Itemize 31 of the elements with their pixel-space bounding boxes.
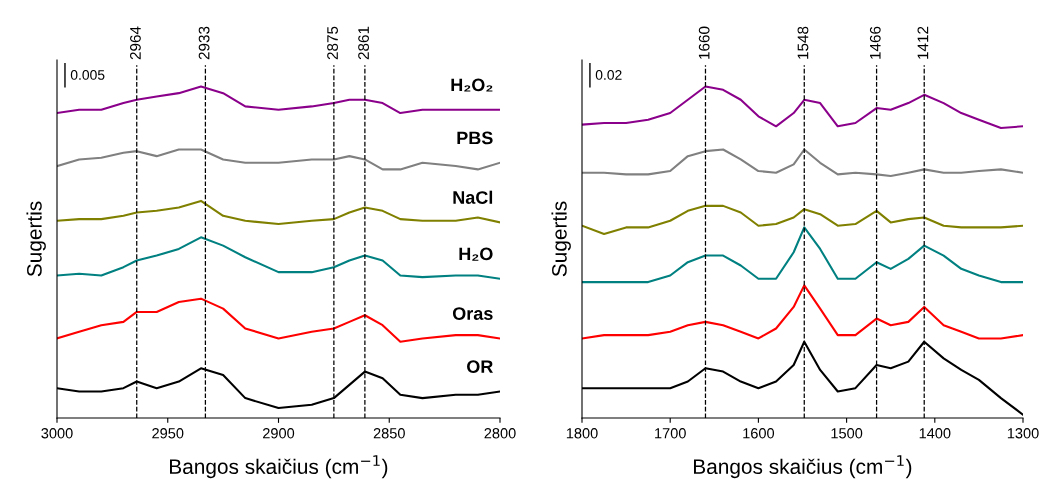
series-label: NaCl [453, 190, 493, 204]
ref-line-label: 2861 [358, 26, 369, 60]
y-axis-title: Sugertis [26, 201, 46, 277]
x-tick-label: 1800 [566, 428, 598, 439]
series-label: H₂O₂ [451, 78, 493, 92]
x-tick-label: 1400 [919, 428, 951, 439]
text: 0.005 [70, 70, 105, 80]
x-tick-label: 2850 [373, 428, 405, 439]
x-tick-label: 2900 [263, 428, 295, 439]
ref-line-label: 2933 [198, 26, 210, 60]
text: 0.02 [595, 70, 622, 80]
ref-line-label: 1660 [698, 26, 710, 59]
series-label: Oras [452, 307, 493, 320]
x-tick-label: 2950 [152, 428, 184, 439]
series-label: H₂O [459, 247, 493, 261]
series-label: OR [467, 360, 493, 373]
x-tick-label: 1300 [1007, 428, 1039, 439]
ref-line-label: 1548 [797, 26, 809, 59]
x-tick-label: 2800 [484, 428, 516, 439]
x-axis-title: Bangos skaičius (cm$^{−1}$) [694, 455, 912, 479]
x-tick-label: 1700 [655, 428, 686, 439]
series-label: PBS [457, 131, 493, 145]
ref-line-label: 1412 [917, 26, 929, 59]
x-axis-title: Bangos skaičius (cm$^{−1}$) [170, 455, 388, 479]
ref-line-label: 2964 [130, 26, 141, 60]
ref-line-label: 1466 [869, 26, 881, 59]
x-tick-label: 1500 [831, 428, 863, 439]
x-tick-label: 3000 [41, 428, 73, 439]
y-axis-title: Sugertis [551, 201, 571, 277]
x-tick-label: 1600 [743, 428, 775, 439]
ref-line-label: 2875 [327, 26, 338, 60]
